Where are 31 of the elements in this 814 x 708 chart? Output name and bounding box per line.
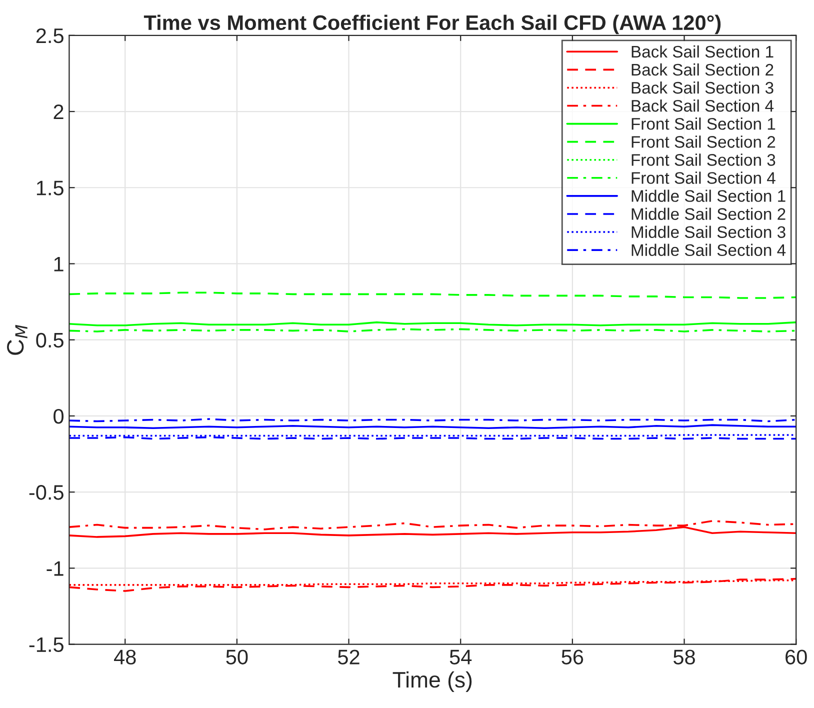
legend-label: Middle Sail Section 1: [632, 190, 786, 202]
x-tick-label: 58: [674, 650, 695, 664]
legend-label: Back Sail Section 2: [632, 63, 774, 76]
legend-label: Back Sail Section 3: [632, 81, 774, 94]
y-axis-title: C$_{M}$: [7, 324, 28, 355]
legend-label: Front Sail Section 2: [632, 136, 776, 148]
legend-label: Back Sail Section 4: [632, 100, 774, 112]
x-axis-title: Time (s): [392, 671, 472, 692]
legend-label: Back Sail Section 1: [632, 45, 774, 58]
legend-label: Front Sail Section 3: [632, 154, 776, 166]
legend-label: Front Sail Section 1: [632, 118, 776, 130]
y-tick-label: -0.5: [29, 485, 64, 500]
x-tick-label: 48: [114, 650, 136, 664]
y-tick-label: 1.5: [36, 180, 64, 196]
y-tick-label: 1: [54, 256, 64, 272]
y-tick-label: 2.5: [36, 28, 64, 44]
x-tick-label: 54: [450, 650, 472, 664]
y-tick-label: 2: [54, 104, 64, 120]
legend-label: Middle Sail Section 2: [632, 208, 786, 220]
y-tick-label: -1.5: [29, 637, 64, 652]
legend-label: Middle Sail Section 3: [632, 226, 786, 238]
chart-title: Time vs Moment Coefficient For Each Sail CFD (AWA 120°): [144, 14, 721, 34]
x-tick-label: 52: [338, 650, 360, 664]
legend-label: Front Sail Section 4: [632, 172, 776, 184]
x-tick-label: 60: [786, 650, 807, 664]
legend-label: Middle Sail Section 4: [632, 244, 786, 256]
x-tick-label: 50: [226, 650, 248, 664]
x-tick-label: 56: [562, 650, 584, 664]
y-tick-label: 0.5: [36, 332, 64, 348]
y-tick-label: -1: [46, 561, 64, 576]
y-tick-label: 0: [54, 408, 64, 424]
